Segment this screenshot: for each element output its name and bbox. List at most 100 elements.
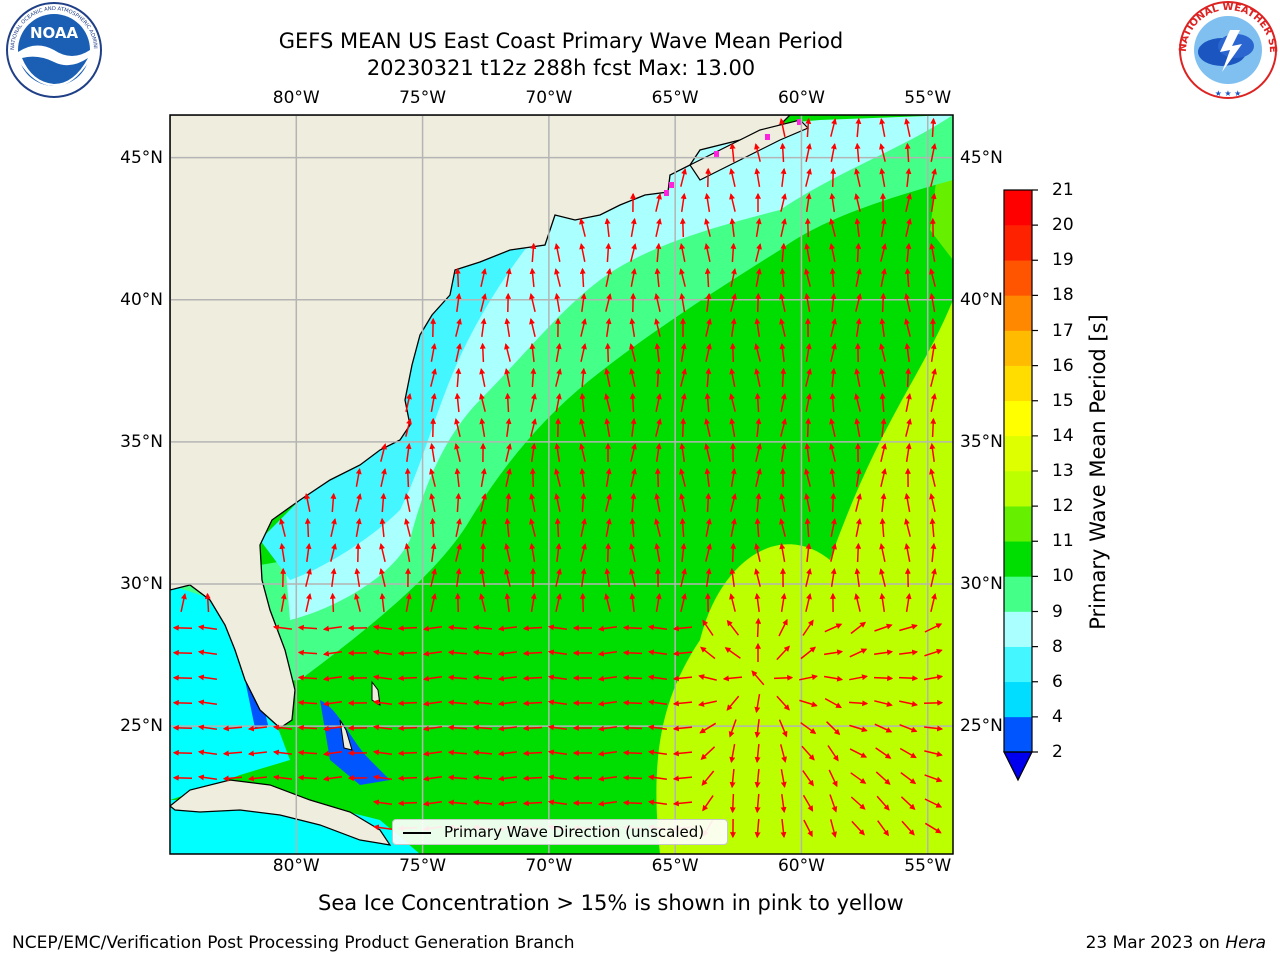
wave-direction-arrow bbox=[904, 318, 911, 337]
wave-direction-arrow bbox=[554, 268, 561, 287]
wave-direction-arrow bbox=[729, 368, 736, 387]
wave-direction-arrow bbox=[330, 492, 337, 513]
colorbar-segment bbox=[1004, 646, 1032, 683]
wave-direction-arrow bbox=[554, 442, 561, 463]
wave-direction-arrow bbox=[898, 675, 919, 682]
wave-direction-arrow bbox=[404, 467, 411, 488]
wave-direction-arrow bbox=[672, 675, 693, 682]
wave-direction-arrow bbox=[547, 649, 568, 656]
colorbar-tick-label: 13 bbox=[1052, 461, 1074, 481]
wave-direction-arrow bbox=[655, 442, 662, 463]
wave-direction-arrow bbox=[622, 774, 643, 781]
wave-direction-arrow bbox=[630, 243, 637, 262]
lon-tick-label-bottom: 70°W bbox=[525, 856, 573, 876]
wave-direction-arrow bbox=[880, 243, 887, 262]
wave-direction-arrow bbox=[704, 418, 711, 437]
wave-direction-arrow bbox=[680, 192, 687, 213]
wave-direction-arrow bbox=[855, 268, 862, 287]
lon-tick-label-top: 55°W bbox=[904, 88, 952, 108]
wave-direction-arrow bbox=[529, 542, 536, 563]
colorbar-segment bbox=[1004, 506, 1032, 542]
wave-direction-arrow bbox=[504, 543, 511, 562]
wave-direction-arrow bbox=[722, 675, 743, 682]
wave-direction-arrow bbox=[629, 517, 636, 538]
wave-direction-arrow bbox=[504, 568, 511, 587]
wave-direction-arrow bbox=[848, 700, 869, 707]
wave-direction-arrow bbox=[704, 192, 711, 213]
footer-date: 23 Mar 2023 on Hera bbox=[1086, 933, 1266, 953]
wave-direction-arrow bbox=[679, 493, 686, 512]
wave-direction-arrow bbox=[855, 117, 862, 138]
wave-direction-arrow bbox=[805, 393, 812, 412]
wave-direction-arrow bbox=[754, 719, 761, 739]
wave-direction-arrow bbox=[529, 318, 536, 337]
wave-direction-arrow bbox=[604, 217, 611, 237]
wave-direction-arrow bbox=[655, 367, 662, 388]
wave-direction-arrow bbox=[330, 518, 337, 537]
wave-direction-arrow bbox=[901, 820, 915, 836]
wave-direction-arrow bbox=[880, 468, 887, 487]
wave-direction-arrow bbox=[279, 518, 286, 537]
colorbar-segment bbox=[1004, 365, 1032, 402]
wave-direction-arrow bbox=[454, 592, 461, 613]
wave-direction-arrow bbox=[247, 750, 267, 757]
wave-direction-arrow bbox=[879, 368, 886, 387]
chart-title: GEFS MEAN US East Coast Primary Wave Mea… bbox=[278, 29, 844, 53]
wave-direction-arrow bbox=[322, 750, 343, 757]
wave-direction-arrow bbox=[397, 625, 418, 632]
wave-direction-arrow bbox=[729, 217, 736, 237]
wave-direction-arrow bbox=[480, 493, 487, 512]
wave-direction-arrow bbox=[705, 343, 712, 362]
wave-direction-arrow bbox=[755, 217, 762, 238]
map-frame bbox=[169, 114, 954, 855]
wave-direction-arrow bbox=[923, 674, 944, 681]
wave-direction-arrow bbox=[930, 542, 937, 563]
wave-direction-arrow bbox=[904, 342, 911, 363]
wave-direction-arrow bbox=[479, 393, 486, 412]
wave-direction-arrow bbox=[929, 292, 936, 313]
wave-direction-arrow bbox=[730, 493, 737, 512]
wave-direction-arrow bbox=[529, 293, 536, 312]
wave-direction-arrow bbox=[654, 293, 661, 312]
colorbar-tick-label: 19 bbox=[1052, 250, 1074, 271]
colorbar-segment bbox=[1004, 295, 1032, 331]
wave-direction-arrow bbox=[647, 649, 668, 656]
wave-direction-arrow bbox=[905, 367, 912, 388]
wave-direction-arrow bbox=[522, 625, 543, 632]
wave-direction-arrow bbox=[447, 774, 468, 781]
lon-tick-label-bottom: 80°W bbox=[272, 856, 320, 876]
wave-direction-arrow bbox=[929, 268, 936, 287]
noaa-logo: NOAA NATIONAL OCEANIC AND ATMOSPHERIC AD… bbox=[0, 0, 102, 98]
wave-direction-arrow bbox=[805, 542, 812, 562]
wave-direction-arrow bbox=[805, 342, 812, 363]
wave-direction-arrow bbox=[555, 568, 562, 587]
colorbar-segment bbox=[1004, 190, 1032, 226]
map-area bbox=[170, 115, 953, 854]
wave-direction-arrow bbox=[829, 443, 836, 462]
wave-direction-arrow bbox=[297, 699, 318, 706]
wave-direction-arrow bbox=[605, 317, 612, 338]
wave-direction-arrow bbox=[555, 593, 562, 612]
wave-direction-arrow bbox=[197, 699, 218, 706]
wave-direction-arrow bbox=[472, 724, 493, 731]
wave-direction-arrow bbox=[372, 799, 393, 806]
wave-direction-arrow bbox=[929, 468, 936, 487]
wave-direction-arrow bbox=[855, 493, 862, 512]
wave-direction-arrow bbox=[930, 593, 937, 612]
wave-direction-arrow bbox=[930, 143, 937, 162]
wave-direction-arrow bbox=[504, 592, 511, 612]
wave-direction-arrow bbox=[622, 699, 643, 706]
wave-direction-arrow bbox=[875, 747, 892, 759]
wave-direction-arrow bbox=[849, 648, 868, 658]
wave-direction-arrow bbox=[780, 442, 787, 463]
wave-direction-arrow bbox=[803, 819, 813, 838]
wave-direction-arrow bbox=[879, 343, 886, 362]
colorbar-tick-label: 17 bbox=[1052, 320, 1074, 341]
wave-direction-arrow bbox=[879, 592, 886, 613]
wave-direction-arrow bbox=[704, 443, 711, 462]
wave-direction-arrow bbox=[779, 267, 786, 288]
wave-direction-arrow bbox=[529, 518, 536, 537]
wave-direction-arrow bbox=[829, 218, 836, 237]
wave-direction-arrow bbox=[504, 392, 511, 413]
wave-direction-arrow bbox=[930, 168, 937, 187]
